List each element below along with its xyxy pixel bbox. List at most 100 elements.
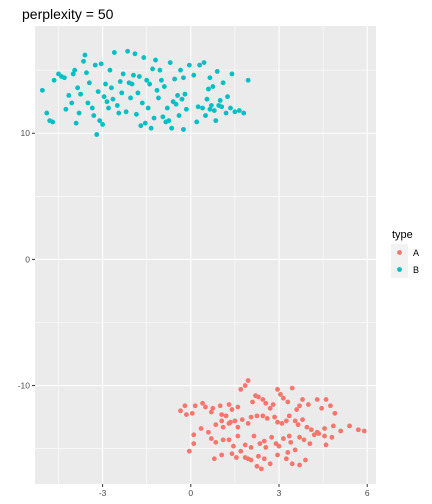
y-axis: -10 0 10	[18, 128, 35, 391]
data-point-A	[250, 399, 255, 405]
data-point-B	[157, 67, 163, 73]
data-point-B	[129, 81, 135, 87]
data-point-A	[248, 457, 254, 463]
data-point-A	[338, 428, 344, 434]
data-point-B	[70, 71, 76, 77]
data-point-A	[263, 400, 269, 406]
data-point-A	[292, 418, 298, 424]
data-point-B	[153, 57, 158, 63]
data-point-A	[330, 423, 336, 429]
data-point-A	[272, 414, 277, 420]
data-point-A	[361, 428, 367, 434]
data-point-B	[151, 115, 157, 121]
data-point-A	[208, 436, 214, 441]
data-point-A	[269, 434, 275, 440]
data-point-B	[134, 111, 139, 117]
data-point-B	[138, 123, 144, 129]
data-point-B	[159, 77, 164, 83]
data-point-B	[160, 114, 166, 120]
data-point-B	[82, 52, 88, 58]
data-point-A	[219, 418, 225, 424]
data-point-A	[281, 436, 286, 441]
data-point-A	[286, 433, 292, 439]
data-point-A	[245, 421, 251, 426]
data-point-B	[179, 96, 185, 102]
data-point-B	[132, 51, 138, 57]
data-point-B	[229, 71, 235, 77]
data-point-A	[275, 419, 280, 425]
data-point-A	[235, 404, 241, 410]
data-point-A	[191, 432, 197, 438]
data-point-A	[289, 385, 295, 391]
data-point-A	[308, 427, 314, 433]
data-point-A	[235, 424, 241, 430]
data-point-A	[322, 433, 327, 439]
legend-marker-A	[397, 250, 402, 255]
data-point-B	[139, 100, 145, 106]
data-point-A	[322, 426, 327, 431]
data-point-B	[164, 105, 170, 111]
legend-marker-B	[397, 267, 402, 272]
data-point-A	[231, 443, 236, 449]
data-point-B	[104, 99, 110, 105]
data-point-A	[206, 429, 211, 435]
data-point-B	[76, 110, 82, 116]
data-point-B	[172, 76, 178, 82]
data-point-A	[183, 412, 189, 418]
data-point-A	[316, 431, 322, 436]
data-point-A	[319, 405, 325, 411]
data-point-A	[276, 443, 282, 449]
data-point-A	[232, 418, 238, 424]
data-point-A	[228, 419, 233, 425]
data-point-A	[219, 412, 225, 418]
legend-title: type	[392, 229, 413, 241]
data-point-B	[120, 71, 126, 77]
data-point-A	[198, 426, 204, 431]
data-point-A	[283, 456, 289, 462]
data-point-B	[207, 75, 213, 81]
data-point-B	[95, 89, 101, 95]
data-point-B	[186, 62, 192, 68]
data-point-B	[142, 120, 148, 126]
data-point-A	[248, 414, 254, 420]
data-point-A	[242, 383, 248, 388]
data-point-B	[173, 101, 179, 107]
data-point-A	[238, 448, 244, 454]
data-point-B	[175, 92, 180, 98]
data-point-B	[50, 119, 56, 125]
data-point-A	[182, 403, 188, 409]
data-point-B	[219, 104, 225, 110]
data-point-A	[275, 386, 280, 392]
data-point-A	[279, 421, 285, 426]
x-tick-label: -3	[99, 488, 107, 498]
data-point-A	[211, 456, 217, 462]
data-point-A	[238, 386, 244, 392]
data-point-B	[86, 80, 92, 86]
data-point-A	[303, 457, 308, 463]
data-point-B	[213, 118, 219, 124]
data-point-B	[61, 75, 67, 81]
data-point-A	[297, 434, 302, 440]
data-point-A	[297, 403, 302, 409]
data-point-B	[84, 70, 89, 76]
y-tick-label: -10	[18, 381, 31, 391]
data-point-B	[128, 95, 133, 101]
data-point-B	[101, 94, 107, 100]
data-point-B	[147, 81, 153, 87]
data-point-A	[323, 442, 329, 448]
legend: type AB	[391, 229, 419, 278]
data-point-B	[181, 127, 186, 132]
data-point-A	[307, 441, 313, 447]
data-point-A	[285, 450, 291, 455]
data-point-A	[288, 439, 294, 445]
data-point-A	[248, 445, 254, 450]
data-point-A	[229, 451, 235, 457]
data-point-B	[241, 110, 247, 116]
data-point-B	[210, 84, 216, 89]
data-point-B	[51, 77, 57, 83]
data-point-B	[220, 80, 226, 86]
major-gridlines	[35, 26, 376, 484]
data-point-B	[100, 122, 106, 127]
data-point-B	[94, 132, 100, 137]
